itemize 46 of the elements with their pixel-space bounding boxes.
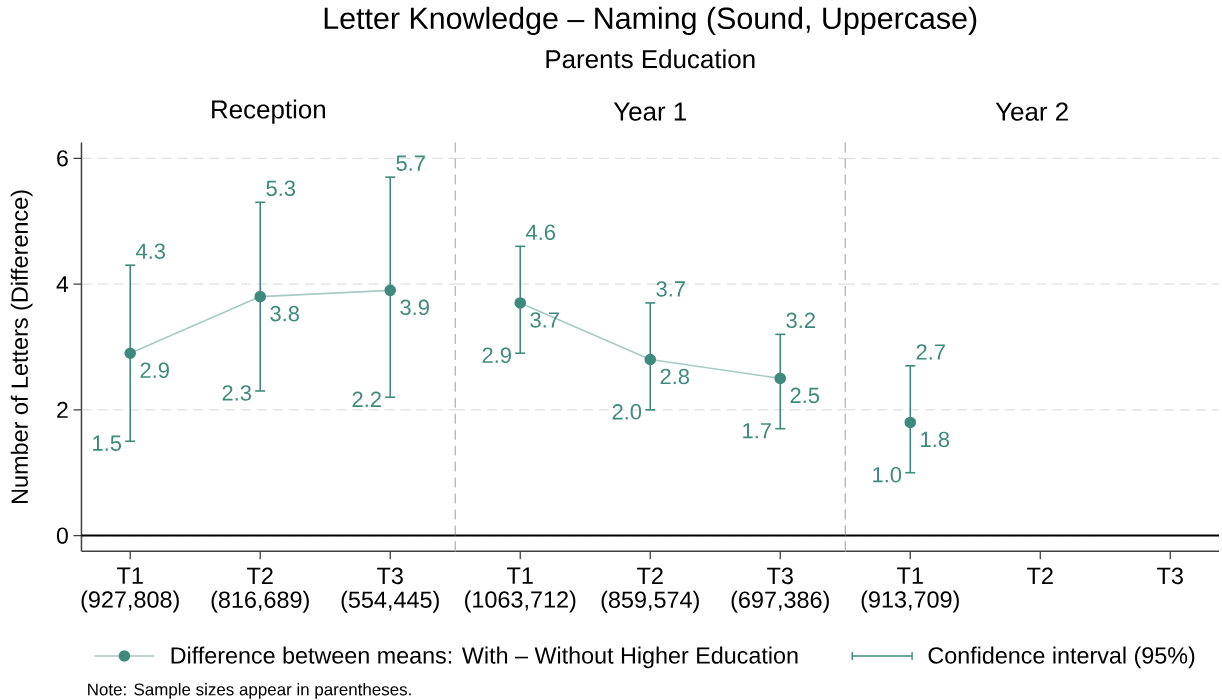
data-label: 2.9 (140, 362, 169, 379)
text: Letter Knowledge – Naming (Sound, Uppercase) (324, 6, 977, 36)
x-tick-label: T1 (927,808) (81, 567, 179, 613)
annotation: 1.7 (743, 423, 771, 439)
annotation: 2.0 (612, 404, 642, 420)
y-tick-label: 4 (56, 276, 69, 293)
x-tick-label: T1 (913,709) (861, 567, 959, 613)
text: Parents Education (546, 49, 755, 69)
annotation: 1.0 (873, 467, 902, 483)
point (384, 284, 397, 297)
text: Note: Sample sizes appear in parentheses. (88, 683, 411, 699)
y-tick-label: 2 (57, 401, 68, 418)
y-axis-title: Number of Letters (Difference) (10, 190, 33, 504)
data-label: 1.8 (921, 431, 950, 448)
chart-title: Reception (212, 99, 326, 124)
data-label: 2.5 (790, 387, 820, 404)
annotation: 3.2 (786, 312, 815, 329)
point (254, 290, 267, 303)
x-tick-label: T3 (1157, 567, 1183, 585)
data-label: 2.8 (660, 368, 690, 385)
annotation: 2.2 (352, 391, 381, 407)
annotation: 4.6 (525, 224, 556, 241)
y-tick-label: 6 (57, 150, 68, 167)
x-tick-label: T2 (816,689) (211, 567, 309, 613)
point (124, 347, 136, 360)
x-tick-label: T2 (1027, 567, 1053, 584)
annotation: 2.9 (482, 347, 511, 364)
data-label: 3.8 (270, 305, 299, 322)
legend-label: Difference between means: With – Without Higher Education (171, 646, 798, 669)
x-tick-label: T2 (859,574) (601, 567, 699, 613)
annotation: 1.5 (93, 435, 122, 451)
text: Confidence interval (95%) (928, 646, 1195, 669)
x-tick-label: T3 (697,386) (731, 567, 829, 613)
data-label: 3.7 (530, 312, 559, 328)
data-label: 3.9 (400, 299, 429, 316)
y-tick-label: 0 (56, 527, 68, 544)
annotation: 2.3 (222, 385, 252, 401)
annotation: 4.3 (135, 243, 165, 259)
x-tick-label: T1 (1063,712) (465, 567, 576, 613)
annotation: 5.3 (266, 180, 295, 197)
chart-title: Year 2 (995, 102, 1068, 121)
annotation: 2.7 (916, 344, 945, 360)
chart-title: Year 1 (613, 102, 686, 121)
x-tick-label: T3 (554,445) (341, 567, 439, 613)
annotation: 3.7 (656, 281, 685, 297)
annotation: 5.7 (396, 155, 425, 171)
